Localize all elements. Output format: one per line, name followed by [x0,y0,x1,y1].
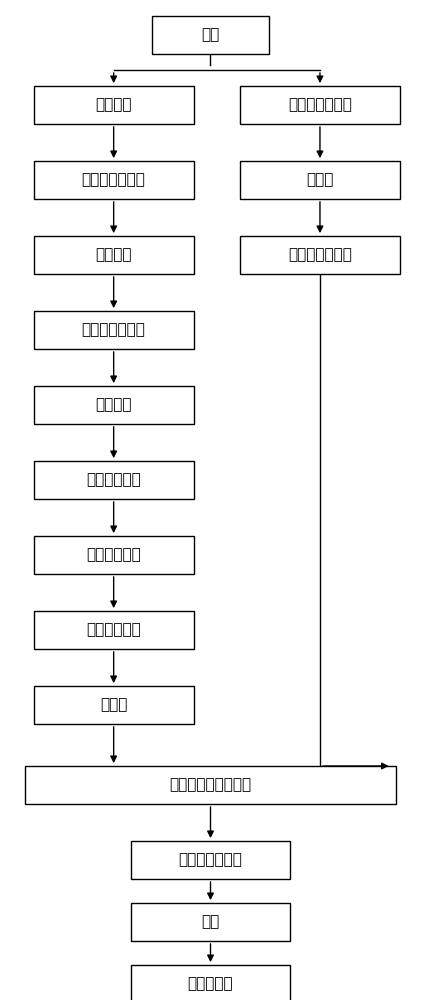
FancyBboxPatch shape [131,841,290,879]
FancyBboxPatch shape [131,965,290,1000]
FancyBboxPatch shape [240,161,400,199]
FancyBboxPatch shape [34,461,194,499]
FancyBboxPatch shape [152,16,269,54]
Text: 放置压块: 放置压块 [96,98,132,112]
Text: 焊接空洞率检查: 焊接空洞率检查 [179,852,242,867]
Text: 水清洗: 水清洗 [306,172,334,188]
Text: 移除压块: 移除压块 [96,247,132,262]
FancyBboxPatch shape [34,686,194,724]
FancyBboxPatch shape [34,386,194,424]
Text: 衬板开裂检查: 衬板开裂检查 [86,548,141,562]
Text: 下绝缘衬板焊接: 下绝缘衬板焊接 [288,98,352,112]
Text: 焊接空洞率检查: 焊接空洞率检查 [82,322,146,338]
Text: 贴片: 贴片 [201,27,220,42]
Text: 切边、弯折: 切边、弯折 [188,976,233,992]
FancyBboxPatch shape [25,766,396,804]
Text: 超声焊接端子: 超声焊接端子 [86,473,141,488]
Text: 焊接空洞率检查: 焊接空洞率检查 [288,247,352,262]
FancyBboxPatch shape [131,903,290,941]
FancyBboxPatch shape [34,611,194,649]
FancyBboxPatch shape [34,536,194,574]
FancyBboxPatch shape [34,161,194,199]
FancyBboxPatch shape [34,236,194,274]
Text: 上绝缘衬板焊接: 上绝缘衬板焊接 [82,172,146,188]
Text: 引线键合: 引线键合 [96,397,132,412]
Text: 焊膏焊接端子: 焊膏焊接端子 [86,622,141,638]
Text: 上、下绝缘衬板接合: 上、下绝缘衬板接合 [169,778,252,792]
Text: 塑封: 塑封 [201,914,220,930]
Text: 水清洗: 水清洗 [100,698,128,712]
FancyBboxPatch shape [34,86,194,124]
FancyBboxPatch shape [240,86,400,124]
FancyBboxPatch shape [34,311,194,349]
FancyBboxPatch shape [240,236,400,274]
